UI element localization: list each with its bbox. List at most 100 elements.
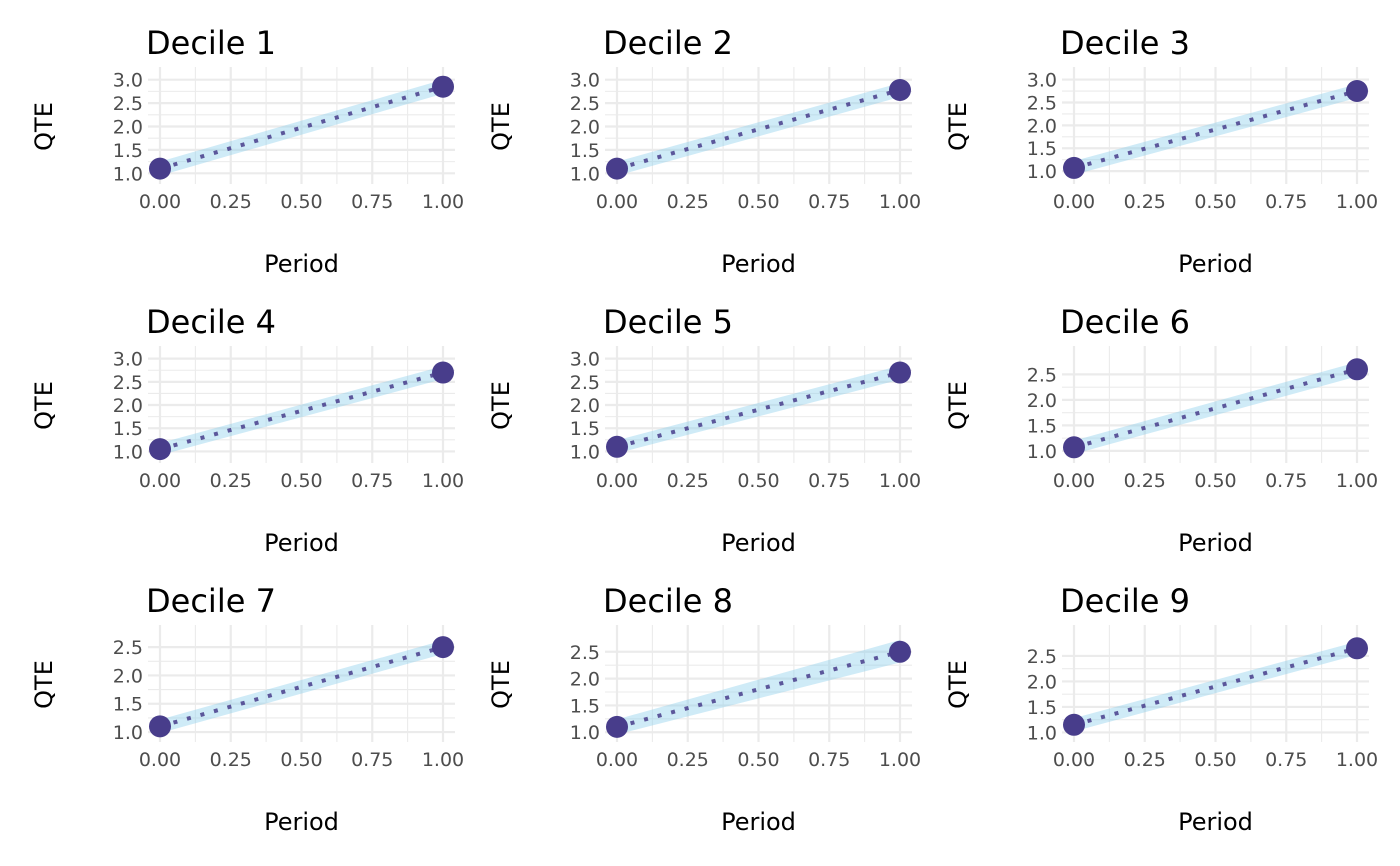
y-tick-label: 1.0 xyxy=(1027,722,1057,744)
gridlines xyxy=(1062,625,1369,742)
x-tick-label: 1.00 xyxy=(1336,470,1378,492)
chart-svg: 0.00 0.25 0.50 0.75 1.00 1.01.52.02.53.0Decil… xyxy=(487,303,921,557)
data-point xyxy=(606,157,628,180)
y-tick-label: 2.0 xyxy=(1027,115,1057,137)
x-tick-label: 0.50 xyxy=(737,470,779,492)
gridlines xyxy=(605,625,912,742)
x-tick-label: 1.00 xyxy=(1336,749,1378,771)
x-tick-label: 0.75 xyxy=(808,470,850,492)
x-tick-label: 0.00 xyxy=(596,749,638,771)
y-tick-label: 2.5 xyxy=(1027,646,1057,668)
panel-title: Decile 4 xyxy=(146,303,276,341)
y-tick-label: 1.0 xyxy=(1027,441,1057,463)
y-tick-label: 1.5 xyxy=(570,418,600,440)
confidence-ribbon xyxy=(160,640,443,734)
x-tick-label: 0.00 xyxy=(139,470,181,492)
x-tick-label: 0.50 xyxy=(280,191,322,213)
y-tick-label: 3.0 xyxy=(113,349,143,371)
y-axis-label: QTE xyxy=(487,660,515,709)
y-tick-label: 2.5 xyxy=(113,372,143,394)
y-tick-label: 2.0 xyxy=(113,117,143,139)
x-tick-label: 1.00 xyxy=(879,191,921,213)
confidence-ribbon xyxy=(1074,84,1357,175)
confidence-ribbon xyxy=(1074,641,1357,732)
data-point xyxy=(149,157,171,180)
x-tick-label: 0.50 xyxy=(280,470,322,492)
data-point xyxy=(432,361,454,384)
x-axis-label: Period xyxy=(264,529,339,557)
confidence-ribbon xyxy=(1074,362,1357,454)
chart-svg: 0.00 0.25 0.50 0.75 1.00 1.01.52.02.53.0Decil… xyxy=(30,24,464,278)
data-point xyxy=(1063,713,1085,736)
x-axis-label: Period xyxy=(264,808,339,836)
y-axis-label: QTE xyxy=(487,102,515,151)
x-tick-label: 0.00 xyxy=(139,191,181,213)
data-point xyxy=(1346,80,1368,103)
y-tick-label: 1.0 xyxy=(113,722,143,744)
x-axis-label: Period xyxy=(721,808,796,836)
y-tick-label: 1.0 xyxy=(113,163,143,185)
data-point xyxy=(432,75,454,98)
y-tick-label: 1.0 xyxy=(113,441,143,463)
x-axis-label: Period xyxy=(264,250,339,278)
chart-svg: 0.00 0.25 0.50 0.75 1.00 1.01.52.02.53.0Decil… xyxy=(30,303,464,557)
x-tick-label: 0.00 xyxy=(596,191,638,213)
y-tick-label: 2.0 xyxy=(570,669,600,691)
y-tick-label: 1.0 xyxy=(570,163,600,185)
x-axis-label: Period xyxy=(721,250,796,278)
y-tick-label: 1.5 xyxy=(1027,415,1057,437)
y-tick-label: 2.5 xyxy=(1027,92,1057,114)
x-axis-label: Period xyxy=(1178,250,1253,278)
x-tick-label: 0.75 xyxy=(351,470,393,492)
x-tick-label: 0.00 xyxy=(1053,470,1095,492)
x-tick-label: 0.50 xyxy=(737,191,779,213)
data-point xyxy=(1346,358,1368,381)
y-axis-label: QTE xyxy=(944,660,972,709)
chart-panel-3: 0.00 0.25 0.50 0.75 1.00 1.0 1.5 2.0 2.5 3.0 Decil… xyxy=(914,0,1378,279)
x-tick-label: 0.25 xyxy=(667,470,709,492)
y-tick-label: 1.0 xyxy=(570,441,600,463)
x-tick-label: 0.50 xyxy=(1194,470,1236,492)
x-axis-label: Period xyxy=(1178,529,1253,557)
panel-title: Decile 5 xyxy=(603,303,733,341)
x-tick-label: 0.75 xyxy=(1265,749,1307,771)
chart-svg: 0.00 0.25 0.50 0.75 1.00 1.0 1.5 2.0 2.5 Decile 6… xyxy=(944,303,1378,557)
panel-title: Decile 2 xyxy=(603,24,733,62)
y-tick-label: 3.0 xyxy=(1027,70,1057,92)
y-tick-label: 2.5 xyxy=(113,637,143,659)
x-tick-label: 0.25 xyxy=(1124,749,1166,771)
x-tick-label: 0.00 xyxy=(1053,191,1095,213)
panel-title: Decile 7 xyxy=(146,582,276,620)
y-tick-label: 2.0 xyxy=(113,665,143,687)
panel-title: Decile 9 xyxy=(1060,582,1190,620)
data-point xyxy=(1063,156,1085,179)
y-tick-label: 1.5 xyxy=(570,695,600,717)
x-tick-label: 1.00 xyxy=(1336,191,1378,213)
chart-svg: 0.00 0.25 0.50 0.75 1.00 1.01.52.02.53.0Decil… xyxy=(487,24,921,278)
confidence-ribbon xyxy=(617,639,900,735)
chart-panel-2: 0.00 0.25 0.50 0.75 1.00 1.0 1.5 2.0 2.5 3.0 Decil… xyxy=(457,0,921,279)
y-tick-label: 1.5 xyxy=(113,418,143,440)
y-tick-label: 3.0 xyxy=(570,349,600,371)
x-axis-label: Period xyxy=(721,529,796,557)
y-tick-label: 2.5 xyxy=(113,93,143,115)
x-tick-label: 0.25 xyxy=(667,191,709,213)
x-tick-label: 0.75 xyxy=(351,191,393,213)
y-tick-label: 2.0 xyxy=(1027,390,1057,412)
data-point xyxy=(149,438,171,461)
y-tick-label: 1.0 xyxy=(570,722,600,744)
x-tick-label: 1.00 xyxy=(879,470,921,492)
chart-panel-6: 0.00 0.25 0.50 0.75 1.00 1.0 1.5 2.0 2.5 Decile 6… xyxy=(914,279,1378,558)
x-tick-label: 0.75 xyxy=(808,191,850,213)
y-tick-label: 1.5 xyxy=(1027,697,1057,719)
y-tick-label: 1.0 xyxy=(1027,161,1057,183)
y-tick-label: 2.5 xyxy=(570,642,600,664)
x-tick-label: 0.75 xyxy=(351,749,393,771)
panel-title: Decile 1 xyxy=(146,24,276,62)
y-axis-label: QTE xyxy=(30,102,58,151)
data-point xyxy=(889,78,911,101)
data-point xyxy=(889,640,911,663)
data-point xyxy=(432,636,454,659)
